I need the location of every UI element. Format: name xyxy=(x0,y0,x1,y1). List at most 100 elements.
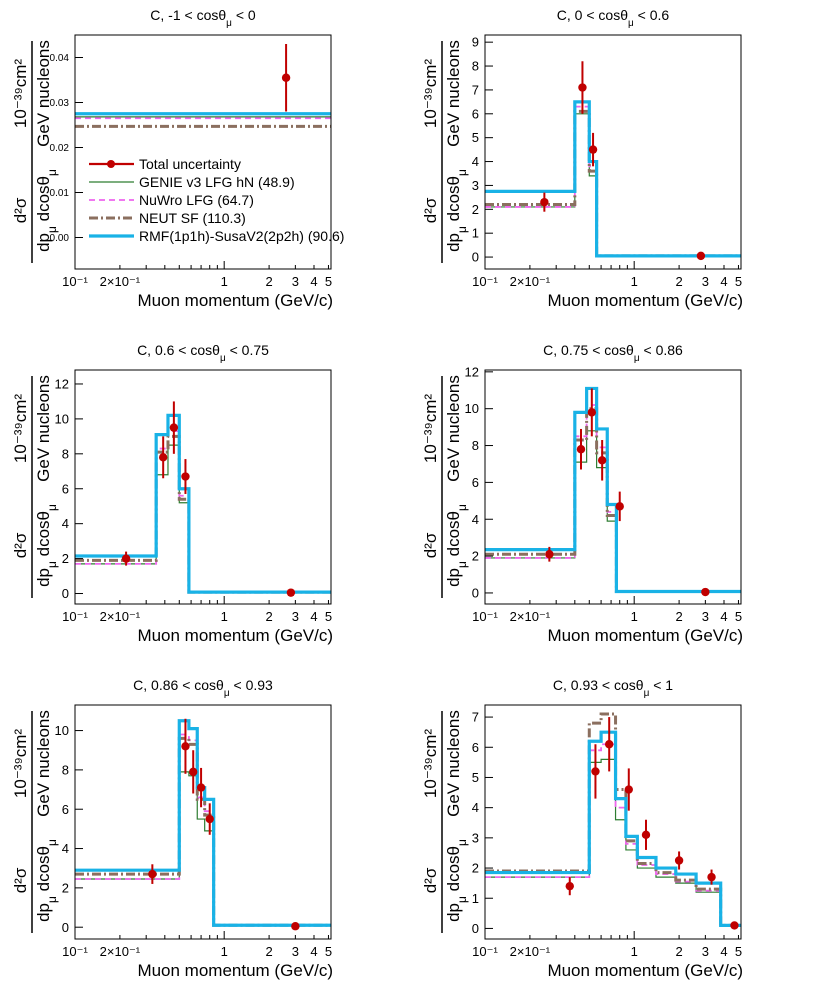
x-tick-label: 1 xyxy=(221,944,228,959)
y-tick-label: 4 xyxy=(472,512,479,527)
x-tick-label: 4 xyxy=(720,944,727,959)
y-tick-label: 4 xyxy=(62,841,69,856)
data-point xyxy=(121,554,131,563)
model-histograms xyxy=(75,719,331,927)
x-tick-label: 10⁻¹ xyxy=(62,609,88,624)
histogram-nuwro xyxy=(485,105,741,257)
y-label-unit-denominator: GeV nucleons xyxy=(444,375,463,482)
data-point xyxy=(196,783,206,792)
data-point xyxy=(588,145,598,154)
histogram-genie xyxy=(485,430,741,593)
y-label-unit-numerator: 10⁻³⁹cm² xyxy=(421,394,440,463)
data-points xyxy=(540,61,706,261)
x-axis-label: Muon momentum (GeV/c) xyxy=(137,291,333,310)
legend-label: NuWro LFG (64.7) xyxy=(139,192,254,208)
data-point xyxy=(641,830,651,840)
histogram-genie xyxy=(485,758,741,927)
legend-swatch-marker xyxy=(107,160,115,168)
x-tick-label: 2 xyxy=(265,609,272,624)
data-point xyxy=(181,472,190,481)
data-point xyxy=(158,453,168,462)
y-tick-label: 8 xyxy=(472,438,479,453)
legend-label: Total uncertainty xyxy=(139,156,241,172)
y-label-numerator: d²σ xyxy=(11,197,30,223)
y-tick-label: 0.02 xyxy=(50,143,70,154)
data-point xyxy=(701,587,710,597)
y-label-unit-numerator: 10⁻³⁹cm² xyxy=(11,729,30,798)
y-label-unit-denominator: GeV nucleons xyxy=(444,40,463,147)
y-tick-label: 0.01 xyxy=(50,188,70,199)
data-points xyxy=(148,718,300,931)
histogram-neut xyxy=(485,712,741,927)
y-tick-label: 10 xyxy=(55,411,69,426)
data-point xyxy=(730,921,739,930)
y-tick-label: 8 xyxy=(62,762,69,777)
data-point xyxy=(624,785,633,794)
data-point xyxy=(291,922,300,931)
data-point xyxy=(696,251,706,261)
data-points xyxy=(281,44,291,112)
x-axis-label: Muon momentum (GeV/c) xyxy=(547,291,743,310)
legend: Total uncertainty GENIE v3 LFG hN (48.9) N… xyxy=(89,156,344,244)
y-label-unit-numerator: 10⁻³⁹cm² xyxy=(421,729,440,798)
panel-5: C, 0.86 < cosθμ < 0.93 0 2 4 6 8 10 10⁻¹ 2×10⁻¹ 1… xyxy=(11,677,333,980)
y-label-denominator: dpμ dcosθμ xyxy=(34,169,59,252)
panel-title: C, 0.75 < cosθμ < 0.86 xyxy=(543,342,683,364)
data-points xyxy=(565,717,739,930)
x-tick-label: 2 xyxy=(675,274,682,289)
y-tick-label: 6 xyxy=(472,106,479,121)
y-label-unit-denominator: GeV nucleons xyxy=(34,710,53,817)
y-tick-label: 0 xyxy=(62,920,69,935)
y-label-numerator: d²σ xyxy=(421,867,440,893)
histogram-rmf xyxy=(75,719,331,927)
x-tick-label: 1 xyxy=(221,609,228,624)
x-tick-label: 10⁻¹ xyxy=(472,274,498,289)
x-tick-label: 3 xyxy=(702,609,709,624)
model-histograms xyxy=(485,386,741,594)
x-tick-label: 4 xyxy=(310,944,317,959)
histogram-genie xyxy=(485,113,741,257)
plot-frame xyxy=(74,369,332,605)
histogram-genie xyxy=(75,444,331,593)
plot-frame xyxy=(484,704,742,940)
x-tick-label: 1 xyxy=(631,274,638,289)
data-point xyxy=(281,73,291,82)
histogram-neut xyxy=(75,434,331,594)
histogram-genie xyxy=(75,771,331,926)
y-tick-label: 8 xyxy=(472,59,479,74)
y-label-denominator: dpμ dcosθμ xyxy=(444,504,469,587)
y-tick-label: 2 xyxy=(472,202,479,217)
legend-label: GENIE v3 LFG hN (48.9) xyxy=(139,174,295,190)
y-tick-label: 0 xyxy=(62,586,69,601)
data-point xyxy=(169,423,179,432)
x-tick-label: 2 xyxy=(675,609,682,624)
y-tick-label: 6 xyxy=(472,475,479,490)
data-point xyxy=(615,502,624,511)
y-label-numerator: d²σ xyxy=(11,867,30,893)
x-tick-label: 2 xyxy=(265,274,272,289)
x-tick-label: 5 xyxy=(735,944,742,959)
y-tick-label: 2 xyxy=(62,551,69,566)
histogram-neut xyxy=(485,109,741,258)
y-tick-label: 0.00 xyxy=(50,233,70,244)
x-tick-label: 5 xyxy=(735,609,742,624)
x-tick-label: 1 xyxy=(631,944,638,959)
data-point xyxy=(565,881,574,891)
x-tick-label: 2×10⁻¹ xyxy=(510,944,551,959)
y-tick-label: 0 xyxy=(472,250,479,265)
x-tick-label: 4 xyxy=(720,609,727,624)
legend-label: RMF(1p1h)-SusaV2(2p2h) (90.6) xyxy=(139,228,344,244)
legend-label: NEUT SF (110.3) xyxy=(139,210,246,226)
y-tick-label: 6 xyxy=(62,802,69,817)
y-tick-label: 12 xyxy=(55,377,69,392)
y-tick-label: 1 xyxy=(472,891,479,906)
y-tick-label: 5 xyxy=(472,130,479,145)
